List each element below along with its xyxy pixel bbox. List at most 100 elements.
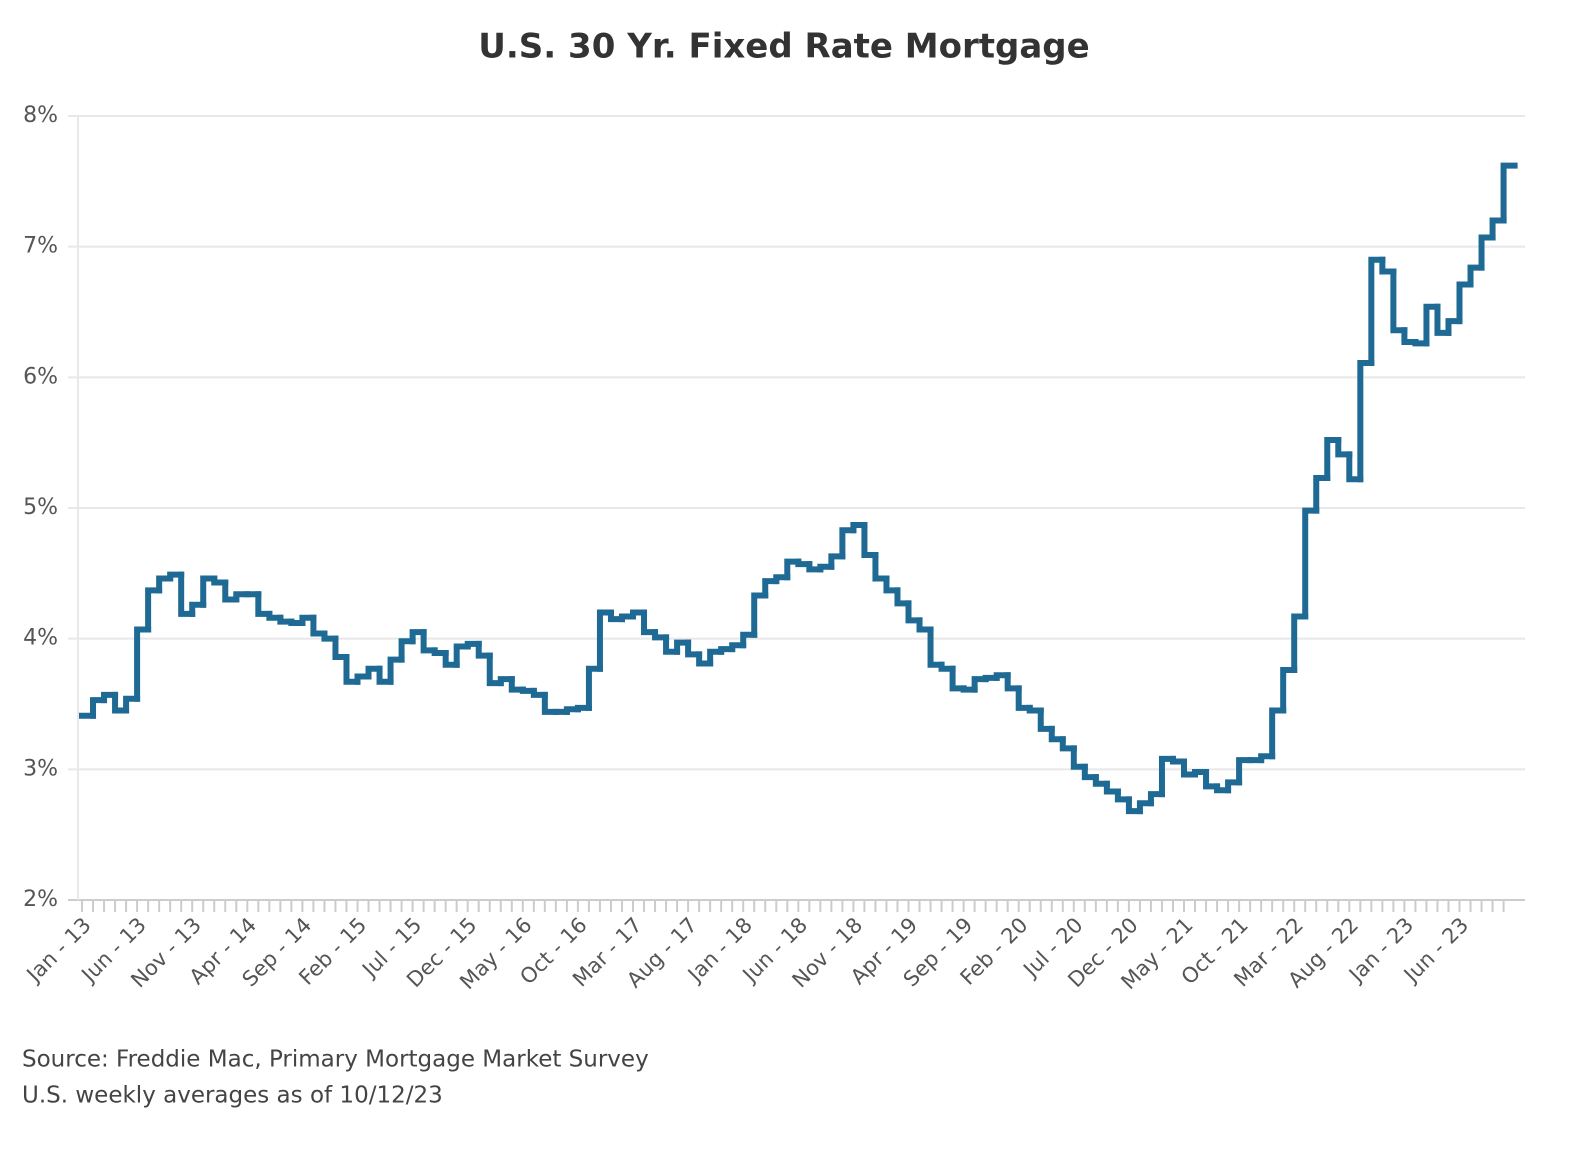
line-step <box>850 521 868 534</box>
line-step <box>189 601 207 617</box>
line-step <box>718 646 736 655</box>
line-step <box>167 571 185 582</box>
line-step <box>729 642 747 653</box>
line-step <box>1059 736 1077 752</box>
line-step <box>288 618 306 626</box>
line-step <box>101 691 119 704</box>
line-step <box>982 674 1000 683</box>
line-step <box>707 648 725 667</box>
line-step <box>1192 768 1210 778</box>
line-step <box>828 553 846 570</box>
line-step <box>1324 437 1342 481</box>
line-step <box>1070 745 1088 770</box>
line-step <box>442 650 460 668</box>
line-step <box>784 558 802 581</box>
y-tick-label: 6% <box>23 364 58 389</box>
line-step <box>486 652 504 687</box>
line-step <box>1412 339 1430 347</box>
line-step <box>1291 613 1309 674</box>
line-step <box>156 575 174 594</box>
y-tick-label: 2% <box>23 887 58 912</box>
y-tick-label: 7% <box>23 234 58 259</box>
line-step <box>1401 327 1419 346</box>
line-step <box>178 571 196 617</box>
line-step <box>1158 755 1176 798</box>
note: U.S. weekly averages as of 10/12/23 <box>22 1083 443 1109</box>
line-step <box>960 685 978 693</box>
line-step <box>1037 707 1055 732</box>
line-step <box>112 691 130 714</box>
line-step <box>321 630 339 642</box>
line-step <box>1114 788 1132 803</box>
line-step <box>464 640 482 650</box>
line-step <box>497 676 515 687</box>
line-step <box>1048 725 1066 743</box>
line-step <box>1169 755 1187 765</box>
line-step <box>211 575 229 586</box>
line-step <box>607 609 625 623</box>
line-step <box>266 610 284 621</box>
line-step <box>596 609 614 672</box>
line-step <box>530 687 548 698</box>
line-step <box>1357 359 1375 483</box>
line-step <box>1379 256 1397 275</box>
line-step <box>200 575 218 608</box>
line-step <box>1269 707 1287 760</box>
line-step <box>1302 507 1320 620</box>
line-step <box>574 704 592 713</box>
line-step <box>365 665 383 680</box>
line-step <box>795 558 813 568</box>
line-step <box>431 647 449 657</box>
line-step <box>90 697 108 719</box>
line-step <box>993 672 1011 681</box>
line-step <box>1015 685 1033 711</box>
line-step <box>916 617 934 633</box>
line-step <box>1346 451 1364 483</box>
line-step <box>1368 256 1386 366</box>
line-step <box>387 656 405 685</box>
y-tick-label: 4% <box>23 626 58 651</box>
line-step <box>299 614 317 626</box>
line-step <box>1203 768 1221 790</box>
line-step <box>332 635 350 660</box>
line-step <box>1236 757 1254 786</box>
line-step <box>663 634 681 655</box>
line-step <box>762 578 780 599</box>
chart-title: U.S. 30 Yr. Fixed Rate Mortgage <box>478 27 1089 67</box>
y-tick-label: 5% <box>23 495 58 520</box>
line-step <box>255 591 273 617</box>
line-step <box>1445 318 1463 336</box>
source: Source: Freddie Mac, Primary Mortgage Ma… <box>22 1047 649 1073</box>
line-step <box>938 661 956 672</box>
line-step <box>354 673 372 685</box>
line-step <box>740 631 758 649</box>
line-step <box>674 639 692 655</box>
line-step <box>1313 474 1331 514</box>
line-step <box>1467 264 1485 288</box>
line-step <box>1335 437 1353 458</box>
line-step <box>453 643 471 668</box>
line-step <box>652 629 670 641</box>
line-step <box>310 614 328 637</box>
line-step <box>641 609 659 636</box>
line-step <box>343 653 361 685</box>
line-step <box>872 552 890 582</box>
line-step <box>508 676 526 693</box>
line-step <box>1500 162 1518 224</box>
line-step <box>145 587 163 633</box>
line-step <box>420 629 438 654</box>
line-step <box>894 587 912 607</box>
line-step <box>618 613 636 623</box>
line-step <box>1489 217 1507 241</box>
line-step <box>1390 268 1408 334</box>
line-step <box>134 626 152 702</box>
line-step <box>541 691 559 715</box>
line-step <box>685 639 703 658</box>
line-step <box>751 592 769 638</box>
line-step <box>1214 783 1232 794</box>
line-step <box>1434 303 1452 336</box>
line-step <box>773 574 791 585</box>
line-step <box>861 521 879 559</box>
line-step <box>1478 234 1496 271</box>
